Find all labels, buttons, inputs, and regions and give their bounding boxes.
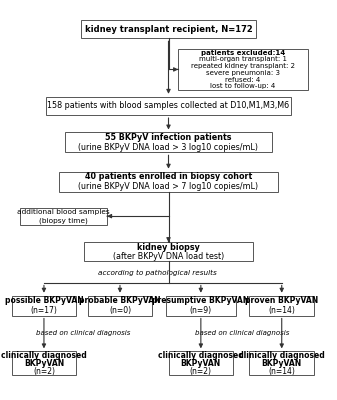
Text: clinically diagnosed: clinically diagnosed <box>1 351 87 360</box>
Text: (after BKPyV DNA load test): (after BKPyV DNA load test) <box>113 252 224 261</box>
FancyBboxPatch shape <box>11 351 76 375</box>
Text: BKPyVAN: BKPyVAN <box>24 359 64 368</box>
Text: (n=9): (n=9) <box>190 306 212 315</box>
Text: according to pathological results: according to pathological results <box>98 270 217 276</box>
Text: (n=2): (n=2) <box>190 367 212 376</box>
FancyBboxPatch shape <box>166 296 236 316</box>
FancyBboxPatch shape <box>45 97 292 115</box>
Text: probable BKPyVAN: probable BKPyVAN <box>79 296 161 305</box>
FancyBboxPatch shape <box>20 208 107 224</box>
Text: presumptive BKPyVAN: presumptive BKPyVAN <box>152 296 249 305</box>
Text: proven BKPyVAN: proven BKPyVAN <box>245 296 318 305</box>
Text: based on clinical diagnosis: based on clinical diagnosis <box>36 330 130 336</box>
FancyBboxPatch shape <box>84 242 253 262</box>
FancyBboxPatch shape <box>81 20 256 38</box>
FancyBboxPatch shape <box>65 132 272 152</box>
Text: 55 BKPyV infection patients: 55 BKPyV infection patients <box>105 133 232 142</box>
Text: (n=17): (n=17) <box>31 306 57 315</box>
Text: based on clinical diagnosis: based on clinical diagnosis <box>195 330 289 336</box>
Text: 158 patients with blood samples collected at D10,M1,M3,M6: 158 patients with blood samples collecte… <box>48 102 289 110</box>
FancyBboxPatch shape <box>11 296 76 316</box>
Text: patients excluded:14: patients excluded:14 <box>201 50 285 56</box>
FancyBboxPatch shape <box>249 296 314 316</box>
Text: kidney biopsy: kidney biopsy <box>137 242 200 252</box>
Text: (n=14): (n=14) <box>268 306 295 315</box>
Text: additional blood samples: additional blood samples <box>17 209 110 215</box>
Text: possible BKPyVAN: possible BKPyVAN <box>5 296 83 305</box>
Text: (urine BKPyV DNA load > 7 log10 copies/mL): (urine BKPyV DNA load > 7 log10 copies/m… <box>79 182 258 191</box>
Text: (biopsy time): (biopsy time) <box>39 217 88 224</box>
Text: multi-organ transplant: 1: multi-organ transplant: 1 <box>199 56 287 62</box>
Text: (n=14): (n=14) <box>268 367 295 376</box>
FancyBboxPatch shape <box>88 296 152 316</box>
Text: (n=0): (n=0) <box>109 306 131 315</box>
Text: severe pneumonia: 3: severe pneumonia: 3 <box>206 70 280 76</box>
Text: clinically diagnosed: clinically diagnosed <box>158 351 244 360</box>
Text: kidney transplant recipient, N=172: kidney transplant recipient, N=172 <box>85 25 252 34</box>
FancyBboxPatch shape <box>59 172 278 192</box>
Text: BKPyVAN: BKPyVAN <box>262 359 302 368</box>
FancyBboxPatch shape <box>168 351 233 375</box>
Text: lost to follow-up: 4: lost to follow-up: 4 <box>210 83 276 89</box>
Text: 40 patients enrolled in biopsy cohort: 40 patients enrolled in biopsy cohort <box>85 172 252 181</box>
Text: refused: 4: refused: 4 <box>225 76 261 82</box>
Text: (n=2): (n=2) <box>33 367 55 376</box>
FancyBboxPatch shape <box>249 351 314 375</box>
Text: (urine BKPyV DNA load > 3 log10 copies/mL): (urine BKPyV DNA load > 3 log10 copies/m… <box>79 143 258 152</box>
Text: clinically diagnosed: clinically diagnosed <box>239 351 325 360</box>
FancyBboxPatch shape <box>178 49 308 90</box>
Text: repeated kidney transplant: 2: repeated kidney transplant: 2 <box>191 63 295 69</box>
Text: BKPyVAN: BKPyVAN <box>181 359 221 368</box>
